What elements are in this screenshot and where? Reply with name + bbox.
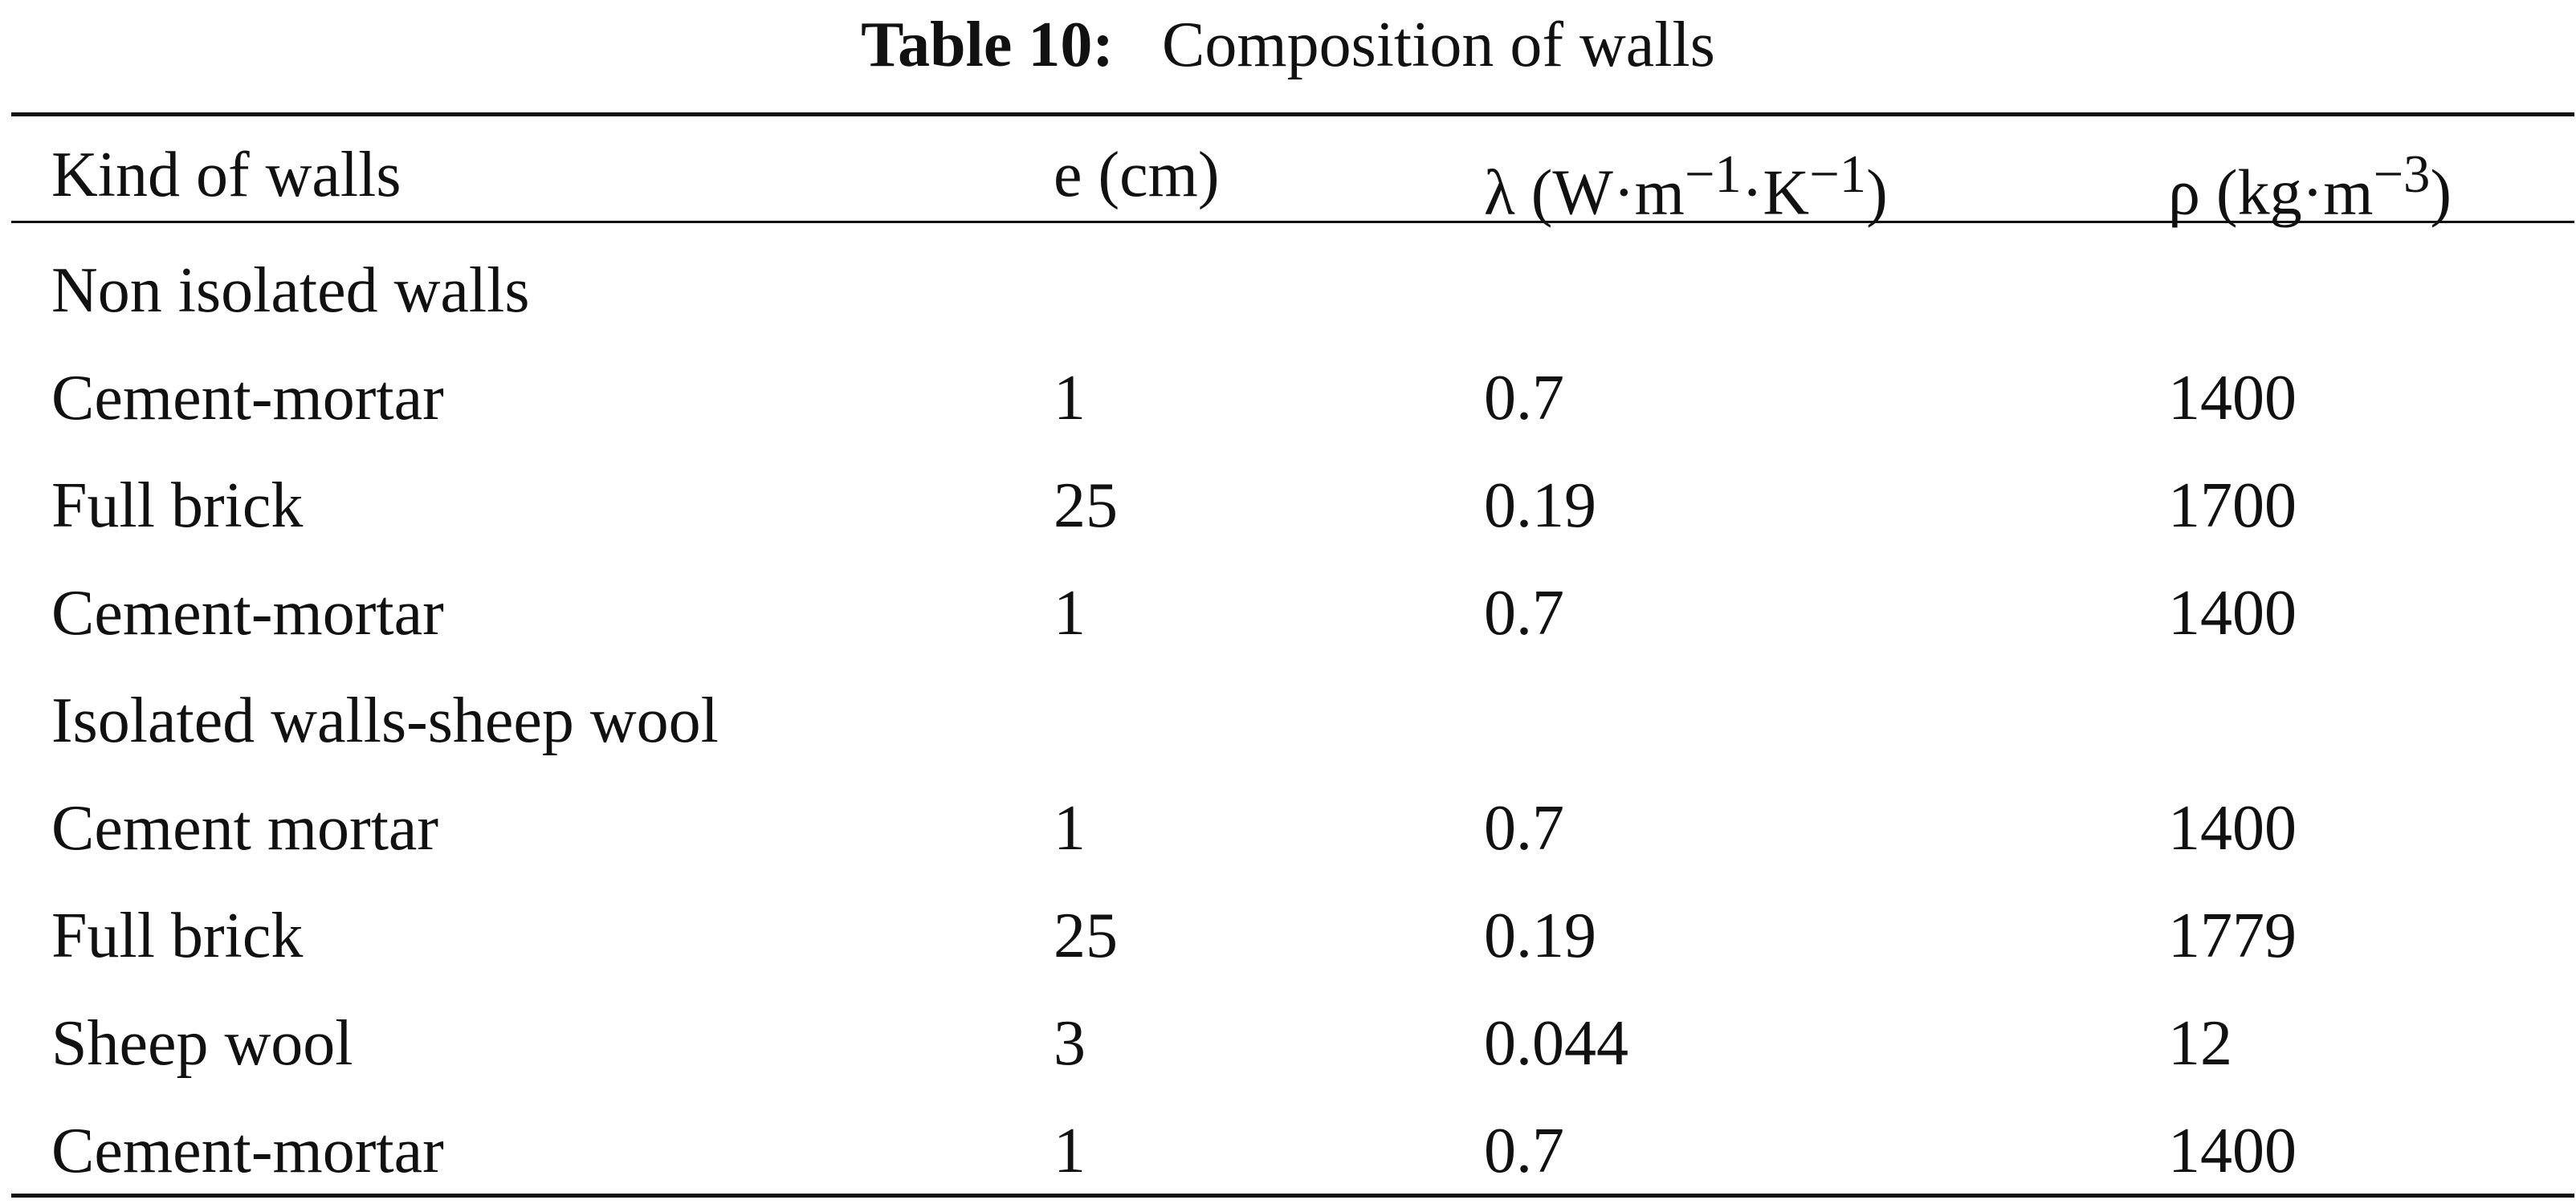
table-caption-spacer bbox=[1130, 10, 1162, 80]
cell-density: 1400 bbox=[2168, 363, 2297, 433]
cell-thickness: 1 bbox=[1054, 1116, 1086, 1186]
table-top-rule bbox=[11, 112, 2574, 116]
header-lambda-exp2: −1 bbox=[1809, 145, 1867, 204]
cell-kind: Cement-mortar bbox=[51, 578, 444, 649]
cell-kind: Sheep wool bbox=[51, 1008, 353, 1079]
header-kind-of-walls: Kind of walls bbox=[51, 140, 401, 210]
header-thermal-conductivity: λ (W·m−1·K−1) bbox=[1484, 136, 1888, 232]
header-lambda-base: λ (W·m bbox=[1484, 157, 1685, 229]
header-lambda-exp1: −1 bbox=[1684, 145, 1742, 204]
cell-kind: Cement-mortar bbox=[51, 363, 444, 433]
cell-lambda: 0.7 bbox=[1484, 363, 1564, 433]
table-row: Full brick 25 0.19 1700 bbox=[0, 467, 2576, 544]
table-row: Sheep wool 3 0.044 12 bbox=[0, 1005, 2576, 1082]
table-row: Cement-mortar 1 0.7 1400 bbox=[0, 1112, 2576, 1190]
header-rho-exp: −3 bbox=[2373, 145, 2431, 204]
cell-thickness: 3 bbox=[1054, 1008, 1086, 1079]
cell-lambda: 0.7 bbox=[1484, 793, 1564, 864]
table-row: Cement-mortar 1 0.7 1400 bbox=[0, 360, 2576, 437]
header-lambda-end: ) bbox=[1866, 157, 1888, 229]
cell-kind: Cement mortar bbox=[51, 793, 439, 864]
cell-density: 1779 bbox=[2168, 901, 2297, 971]
table-caption: Table 10: Composition of walls bbox=[0, 6, 2576, 83]
cell-kind: Non isolated walls bbox=[51, 255, 530, 326]
cell-lambda: 0.19 bbox=[1484, 470, 1596, 541]
cell-density: 12 bbox=[2168, 1008, 2232, 1079]
header-lambda-mid: ·K bbox=[1741, 157, 1810, 229]
table-header-rule bbox=[11, 221, 2574, 223]
cell-density: 1400 bbox=[2168, 1116, 2297, 1186]
cell-lambda: 0.19 bbox=[1484, 901, 1596, 971]
table-row: Full brick 25 0.19 1779 bbox=[0, 897, 2576, 974]
cell-thickness: 1 bbox=[1054, 578, 1086, 649]
cell-kind: Full brick bbox=[51, 901, 304, 971]
header-rho-end: ) bbox=[2430, 157, 2452, 229]
table-row-section-non-isolated: Non isolated walls bbox=[0, 252, 2576, 329]
header-density: ρ (kg·m−3) bbox=[2168, 136, 2452, 232]
table-caption-label: Table 10: bbox=[861, 10, 1114, 80]
cell-thickness: 25 bbox=[1054, 470, 1118, 541]
cell-kind: Full brick bbox=[51, 470, 304, 541]
cell-thickness: 25 bbox=[1054, 901, 1118, 971]
cell-kind: Cement-mortar bbox=[51, 1116, 444, 1186]
cell-density: 1700 bbox=[2168, 470, 2297, 541]
header-thickness: e (cm) bbox=[1054, 140, 1220, 210]
cell-density: 1400 bbox=[2168, 793, 2297, 864]
table-row: Cement-mortar 1 0.7 1400 bbox=[0, 575, 2576, 652]
cell-lambda: 0.7 bbox=[1484, 1116, 1564, 1186]
cell-lambda: 0.7 bbox=[1484, 578, 1564, 649]
cell-density: 1400 bbox=[2168, 578, 2297, 649]
header-rho-base: ρ (kg·m bbox=[2168, 157, 2374, 229]
cell-kind: Isolated walls-sheep wool bbox=[51, 685, 719, 756]
table-bottom-rule bbox=[11, 1194, 2574, 1198]
cell-lambda: 0.044 bbox=[1484, 1008, 1628, 1079]
cell-thickness: 1 bbox=[1054, 363, 1086, 433]
table-caption-text: Composition of walls bbox=[1161, 10, 1715, 80]
cell-thickness: 1 bbox=[1054, 793, 1086, 864]
table-row: Cement mortar 1 0.7 1400 bbox=[0, 790, 2576, 867]
table-row-section-isolated: Isolated walls-sheep wool bbox=[0, 682, 2576, 759]
